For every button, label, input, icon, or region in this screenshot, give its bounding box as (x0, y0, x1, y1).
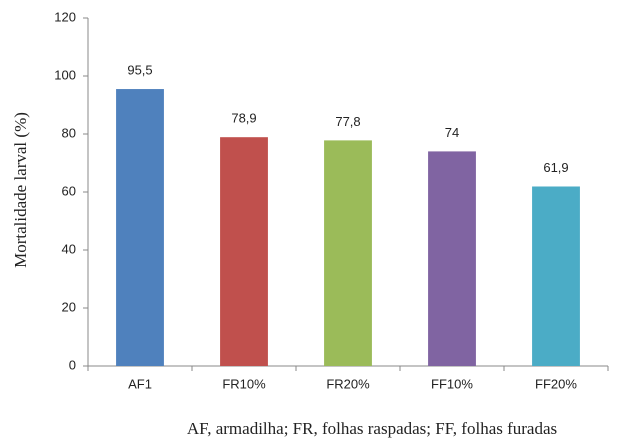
y-tick-label: 120 (54, 9, 76, 24)
value-label: 61,9 (543, 160, 568, 175)
value-label: 74 (445, 125, 459, 140)
y-tick-label: 60 (62, 183, 76, 198)
x-tick-label: FF10% (431, 376, 473, 391)
x-caption: AF, armadilha; FR, folhas raspadas; FF, … (187, 419, 557, 438)
bar (324, 140, 372, 366)
value-label: 77,8 (335, 114, 360, 129)
x-tick-label: FR20% (326, 376, 370, 391)
bar (116, 89, 164, 367)
x-tick-label: FF20% (535, 376, 577, 391)
y-tick-label: 100 (54, 67, 76, 82)
y-tick-label: 40 (62, 241, 76, 256)
x-tick-label: FR10% (222, 376, 266, 391)
y-tick-label: 80 (62, 125, 76, 140)
value-label: 78,9 (231, 111, 256, 126)
y-tick-label: 0 (69, 357, 76, 372)
y-axis-label: Mortalidade larval (%) (11, 112, 30, 268)
x-tick-label: AF1 (128, 376, 152, 391)
y-tick-label: 20 (62, 299, 76, 314)
bar (220, 137, 268, 366)
bar (532, 186, 580, 366)
bar (428, 151, 476, 366)
value-label: 95,5 (127, 62, 152, 77)
